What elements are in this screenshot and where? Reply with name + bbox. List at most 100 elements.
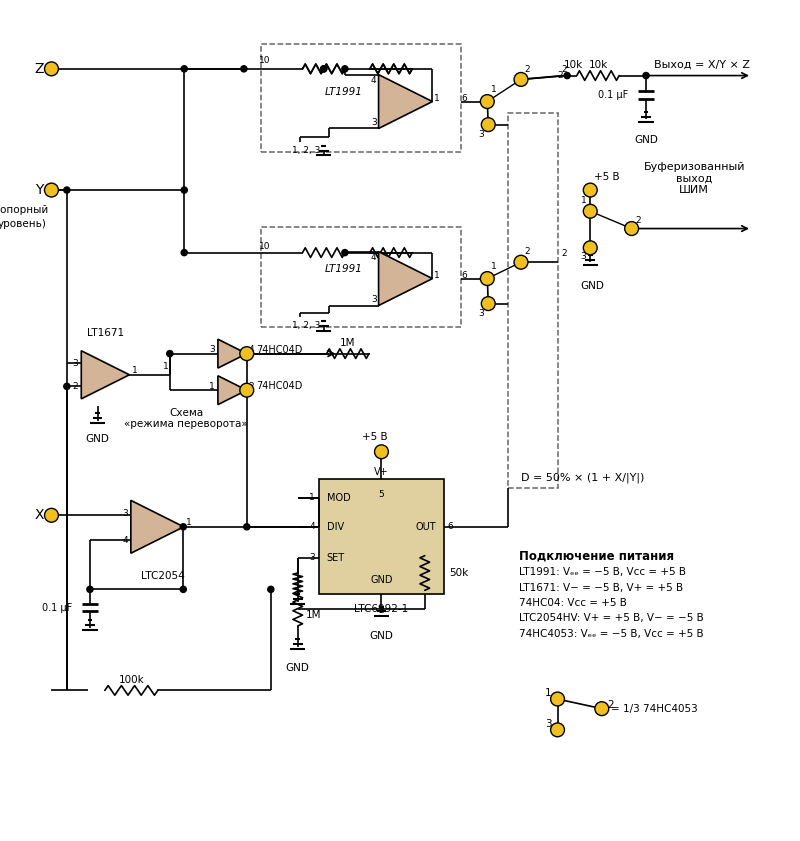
Text: 3: 3 [371, 119, 377, 127]
Text: 1: 1 [581, 197, 586, 205]
Circle shape [482, 297, 495, 310]
Text: OUT: OUT [416, 521, 436, 532]
Circle shape [550, 723, 565, 737]
Circle shape [241, 66, 247, 72]
Circle shape [321, 66, 327, 72]
Circle shape [240, 346, 254, 361]
Text: LT1671: LT1671 [86, 328, 124, 338]
Text: 2: 2 [562, 65, 567, 74]
Circle shape [45, 62, 58, 76]
Text: 1: 1 [491, 85, 497, 94]
Text: Выход = X/Y × Z: Выход = X/Y × Z [654, 60, 750, 70]
Text: 3: 3 [371, 295, 377, 304]
Text: LTC2054: LTC2054 [141, 571, 185, 581]
Circle shape [180, 524, 186, 530]
Text: 2: 2 [635, 215, 641, 225]
Text: 3: 3 [73, 359, 78, 368]
Text: +5 В: +5 В [362, 432, 387, 442]
Polygon shape [82, 351, 130, 399]
Text: 1: 1 [163, 362, 169, 371]
Text: 1: 1 [210, 382, 215, 391]
Text: 3: 3 [210, 346, 215, 354]
Text: 100k: 100k [118, 674, 144, 685]
Text: (опорный: (опорный [0, 205, 49, 215]
Text: LT1671: V− = −5 В, V+ = +5 В: LT1671: V− = −5 В, V+ = +5 В [519, 583, 683, 593]
Text: 1: 1 [434, 94, 440, 103]
Text: 3: 3 [545, 719, 552, 729]
Circle shape [480, 272, 494, 285]
Text: GND: GND [370, 631, 394, 641]
Text: V+: V+ [374, 467, 389, 477]
Circle shape [244, 524, 250, 530]
Text: D = 50% × (1 + X/|Y|): D = 50% × (1 + X/|Y|) [521, 472, 644, 483]
Text: 4: 4 [371, 253, 377, 262]
Text: 50k: 50k [449, 568, 468, 578]
Text: 3: 3 [581, 251, 586, 261]
Text: 2: 2 [558, 71, 563, 80]
Circle shape [87, 586, 93, 592]
Text: Схема: Схема [169, 408, 203, 417]
Text: SET: SET [326, 553, 345, 563]
Text: 4: 4 [310, 522, 315, 532]
Circle shape [180, 586, 186, 592]
Text: 4: 4 [249, 346, 254, 354]
Text: LTC2054HV: V+ = +5 В, V− = −5 В: LTC2054HV: V+ = +5 В, V− = −5 В [519, 613, 704, 623]
Polygon shape [378, 251, 433, 305]
Text: 3: 3 [122, 509, 129, 518]
Text: 2: 2 [73, 382, 78, 391]
Circle shape [342, 66, 348, 72]
Text: GND: GND [581, 282, 605, 292]
Text: 1: 1 [491, 262, 497, 271]
Text: LTC6992-1: LTC6992-1 [354, 604, 409, 614]
Text: X: X [34, 508, 44, 522]
Text: 1: 1 [545, 688, 552, 698]
Circle shape [240, 383, 254, 397]
Text: 4: 4 [122, 536, 129, 545]
Circle shape [321, 66, 327, 72]
Circle shape [64, 187, 70, 193]
Polygon shape [218, 376, 246, 405]
Text: 5: 5 [378, 490, 384, 500]
Text: 1M: 1M [340, 338, 355, 348]
Text: 0.1 μF: 0.1 μF [42, 603, 73, 612]
Text: 2: 2 [249, 382, 254, 391]
Text: 1: 1 [310, 494, 315, 502]
Text: 10k: 10k [588, 60, 607, 70]
Circle shape [482, 118, 495, 131]
Text: Подключение питания: Подключение питания [519, 550, 674, 563]
Text: +5 В: +5 В [594, 172, 620, 182]
Text: 3: 3 [310, 553, 315, 562]
Text: GND: GND [370, 574, 393, 584]
Text: 1, 2, 3: 1, 2, 3 [292, 321, 320, 330]
Text: 3: 3 [478, 309, 485, 319]
Circle shape [583, 183, 597, 197]
Text: 1: 1 [186, 518, 192, 527]
Text: +: + [391, 287, 401, 297]
Text: −: − [391, 83, 401, 93]
Circle shape [643, 72, 649, 79]
Circle shape [595, 701, 609, 716]
Text: Y: Y [35, 183, 44, 197]
Circle shape [550, 692, 565, 706]
Text: 2: 2 [525, 65, 530, 74]
Text: 1M: 1M [306, 611, 321, 621]
Circle shape [583, 204, 597, 218]
Text: LT1991: Vₑₑ = −5 В, Vᴄᴄ = +5 В: LT1991: Vₑₑ = −5 В, Vᴄᴄ = +5 В [519, 567, 686, 577]
Text: 10k: 10k [564, 60, 583, 70]
Text: GND: GND [86, 435, 110, 444]
Circle shape [244, 351, 250, 357]
Polygon shape [131, 500, 184, 553]
Circle shape [514, 72, 528, 87]
Circle shape [625, 222, 638, 235]
Text: Буферизованный
выход
ШИМ: Буферизованный выход ШИМ [643, 161, 745, 195]
Circle shape [583, 241, 597, 255]
FancyBboxPatch shape [319, 479, 444, 595]
Circle shape [181, 66, 187, 72]
Text: 74HC4053: Vₑₑ = −5 В, Vᴄᴄ = +5 В: 74HC4053: Vₑₑ = −5 В, Vᴄᴄ = +5 В [519, 629, 704, 639]
Text: DIV: DIV [326, 521, 344, 532]
Text: 1, 2, 3: 1, 2, 3 [292, 145, 320, 155]
Circle shape [64, 383, 70, 389]
Text: 74HC04D: 74HC04D [256, 381, 302, 391]
Circle shape [480, 95, 494, 108]
Text: = 1/3 74HC4053: = 1/3 74HC4053 [611, 704, 698, 714]
